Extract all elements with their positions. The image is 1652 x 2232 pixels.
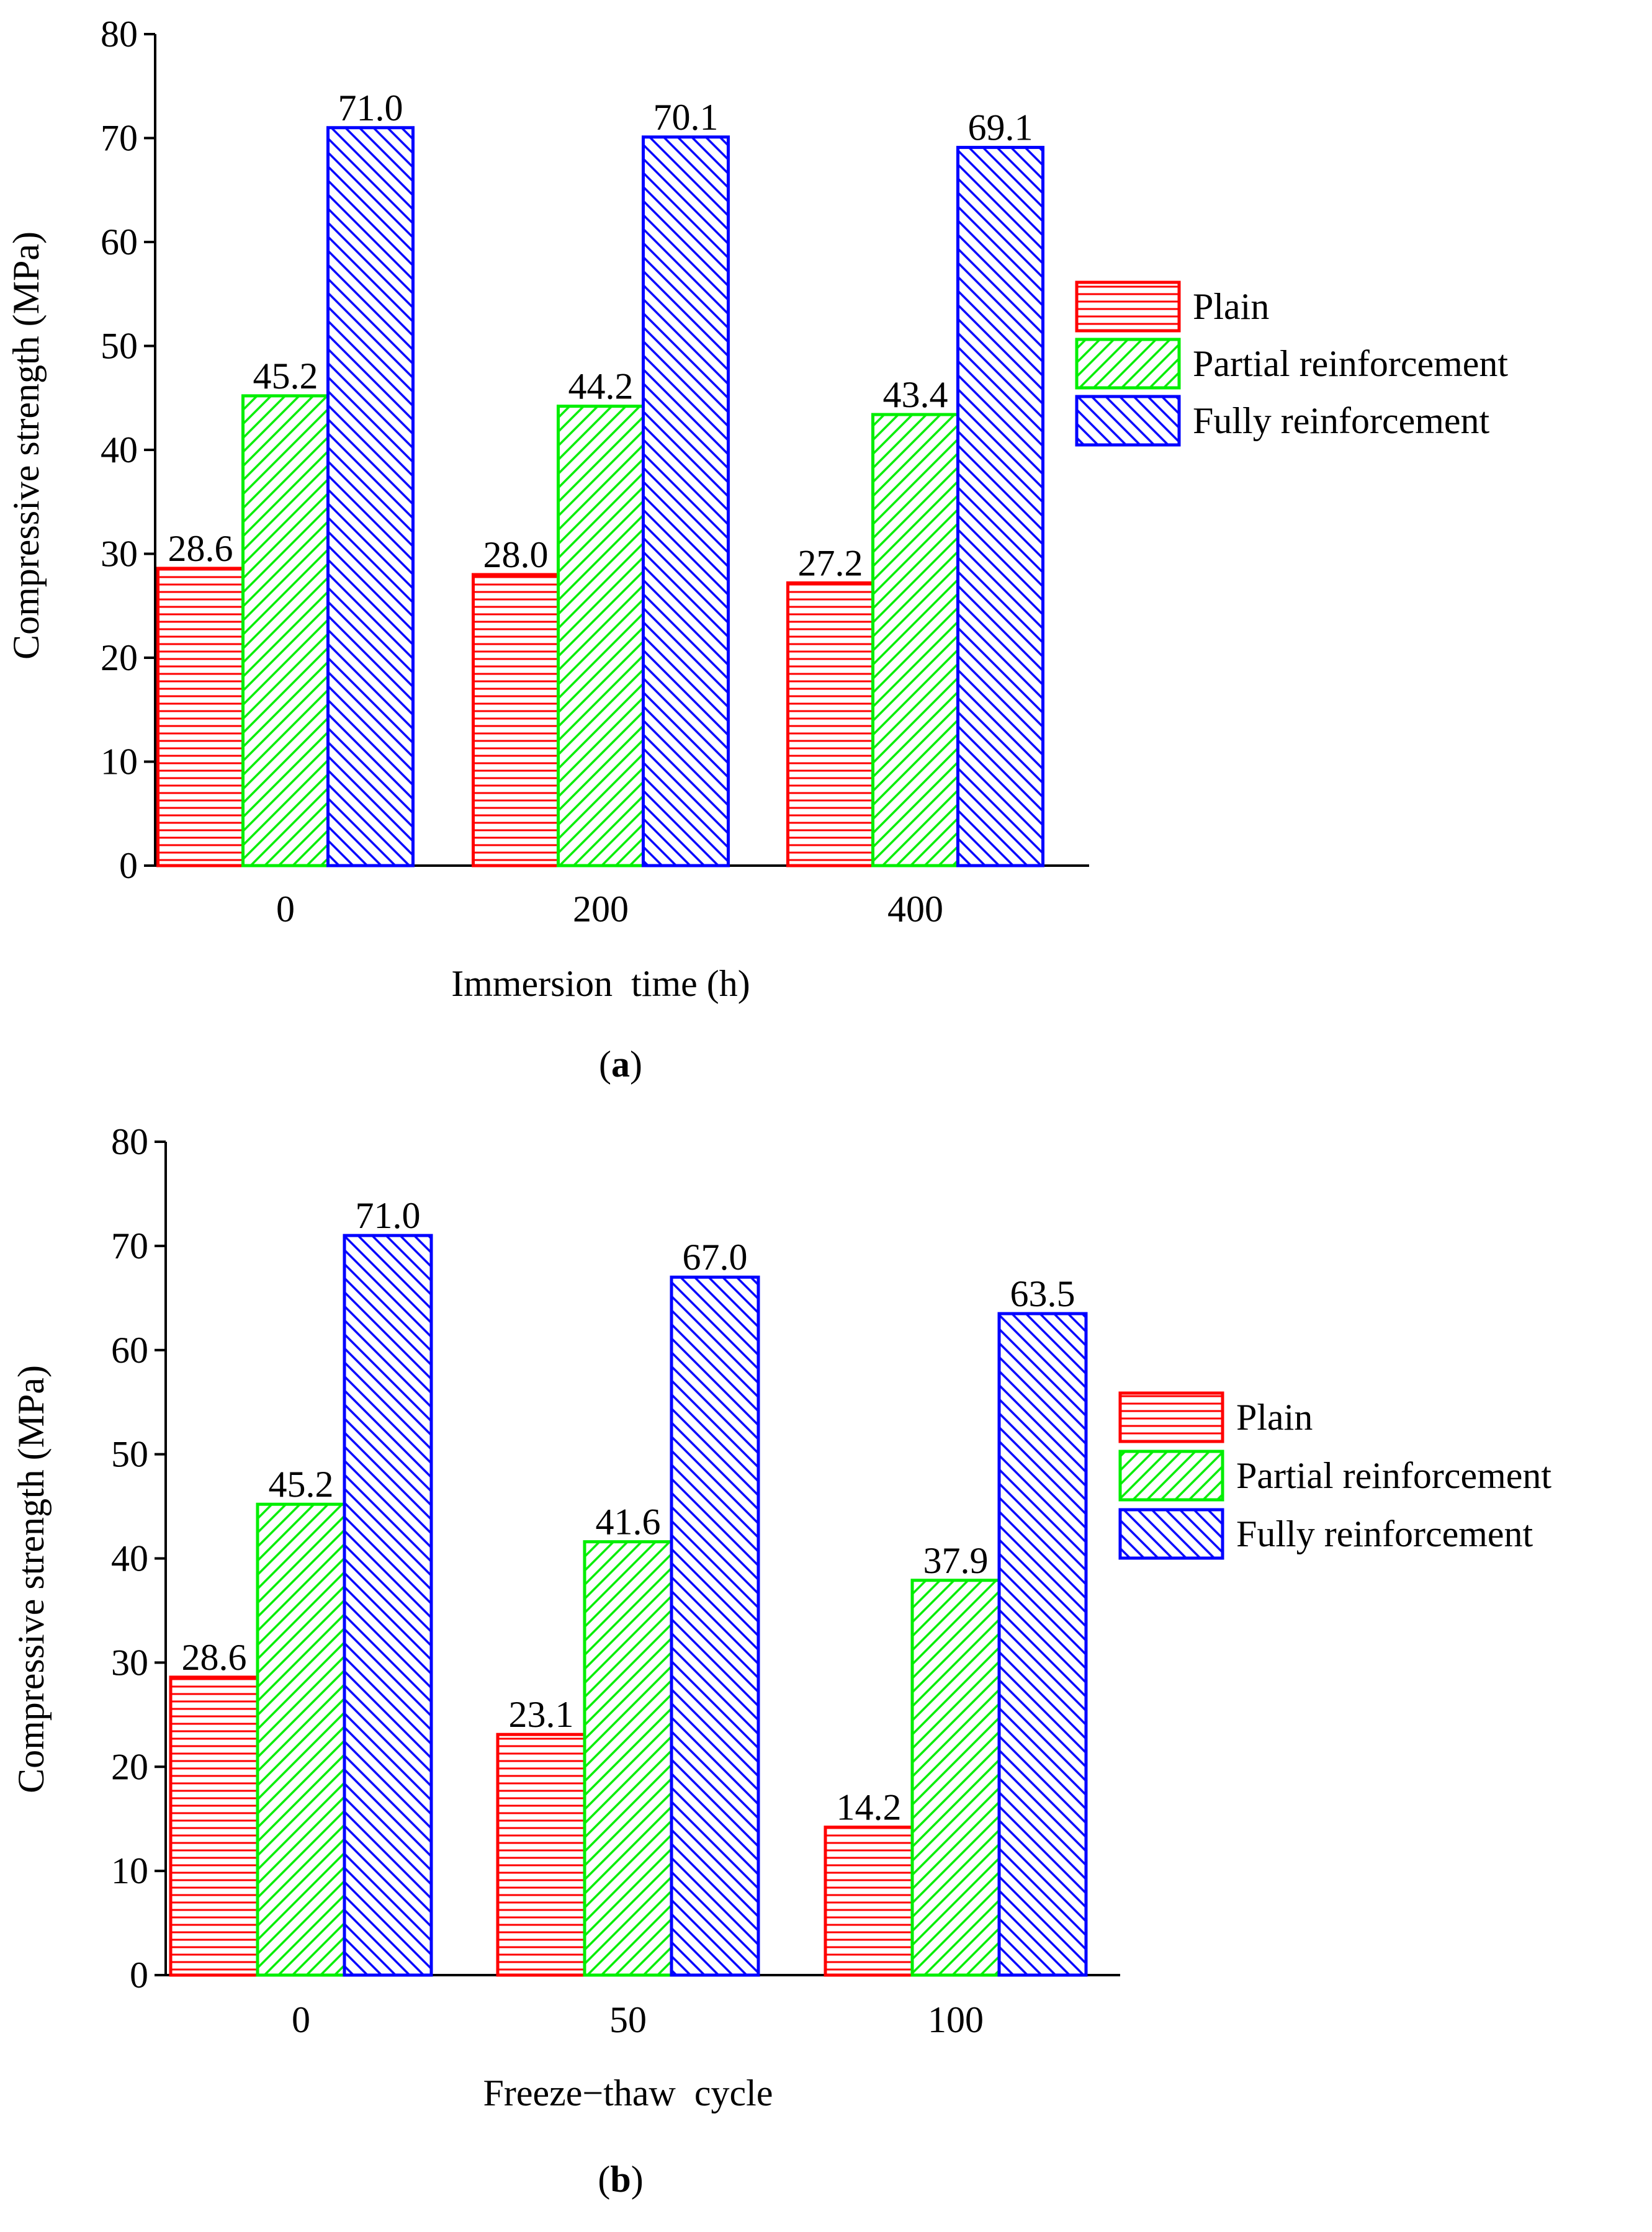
legend-label-plain: Plain (1193, 286, 1269, 327)
bar-partial (583, 1540, 673, 1977)
data-label-partial: 45.2 (253, 356, 318, 397)
legend-swatch-partial (1075, 338, 1181, 390)
y-tick-label: 70 (111, 1226, 148, 1266)
bar-plain (156, 567, 245, 867)
panel-b-letter: b (610, 2159, 631, 2200)
panel-b-legend: Plain Partial reinforcement Fully reinforc… (1118, 1391, 1551, 1560)
y-tick-label: 80 (111, 1121, 148, 1162)
bar-partial (871, 413, 959, 867)
data-label-plain: 28.0 (483, 534, 549, 575)
y-tick-label: 60 (101, 222, 138, 262)
y-tick-label: 40 (111, 1538, 148, 1579)
legend-label-partial: Partial reinforcement (1193, 343, 1508, 384)
bar-fully (956, 146, 1044, 867)
bar-fully (343, 1234, 433, 1977)
y-tick-label: 70 (101, 118, 138, 159)
y-tick-label: 0 (130, 1955, 148, 1996)
panel-a-axes: 0 10 20 30 40 50 60 70 80 0 200 400 (101, 14, 1089, 930)
panel-a: Compressive strength (MPa) 0 10 20 30 40 50 60… (6, 14, 1508, 1085)
data-label-fully: 63.5 (1010, 1273, 1075, 1314)
y-tick-label: 60 (111, 1330, 148, 1371)
panel-a-bars (156, 126, 1044, 867)
data-label-fully: 69.1 (968, 107, 1033, 148)
bar-partial (557, 405, 645, 867)
panel-b-xlabel: Freeze−thaw cycle (483, 2073, 773, 2113)
data-label-fully: 71.0 (338, 87, 403, 128)
data-label-partial: 45.2 (269, 1464, 334, 1505)
data-label-plain: 28.6 (182, 1637, 247, 1678)
panel-a-letter: a (611, 1044, 630, 1085)
bar-plain (824, 1826, 914, 1977)
legend-swatch-fully (1075, 395, 1181, 447)
panel-a-legend: Plain Partial reinforcement Fully reinforc… (1075, 280, 1508, 447)
bar-fully (642, 135, 730, 867)
y-tick-label: 40 (101, 429, 138, 470)
legend-swatch-plain (1118, 1391, 1224, 1443)
bar-plain (472, 573, 560, 867)
data-label-partial: 43.4 (883, 374, 948, 415)
legend-label-plain: Plain (1236, 1397, 1313, 1438)
panel-b-caption: (b) (598, 2159, 643, 2200)
panel-b-ylabel: Compressive strength (MPa) (11, 1365, 52, 1793)
y-tick-label: 50 (101, 326, 138, 367)
bar-plain (496, 1732, 586, 1977)
panel-a-xlabel: Immersion time (h) (451, 963, 750, 1004)
legend-label-fully: Fully reinforcement (1193, 400, 1490, 441)
x-tick-label: 50 (609, 1999, 647, 2040)
data-label-partial: 41.6 (596, 1502, 661, 1543)
bar-fully (670, 1275, 760, 1977)
bar-partial (241, 394, 330, 867)
x-tick-label: 0 (276, 889, 295, 930)
bar-partial (910, 1579, 1001, 1977)
bar-fully (326, 126, 415, 867)
y-tick-label: 0 (119, 845, 138, 886)
bar-fully (997, 1312, 1088, 1977)
data-label-plain: 28.6 (168, 528, 233, 569)
y-tick-label: 10 (111, 1850, 148, 1891)
y-tick-label: 50 (111, 1434, 148, 1475)
data-label-partial: 44.2 (568, 366, 634, 407)
data-label-plain: 27.2 (798, 542, 863, 583)
x-tick-label: 0 (292, 1999, 310, 2040)
data-label-fully: 71.0 (356, 1195, 421, 1236)
y-tick-label: 30 (101, 534, 138, 575)
y-tick-label: 20 (101, 637, 138, 678)
panel-b-data-labels: 28.6 23.1 14.2 45.2 41.6 37.9 71.0 67.0 63.5 (182, 1195, 1075, 1828)
legend-swatch-partial (1118, 1450, 1224, 1502)
bar-plain (169, 1675, 259, 1977)
legend-swatch-plain (1075, 280, 1181, 333)
panel-b: Compressive strength (MPa) 0 10 20 30 40 50 60… (11, 1121, 1551, 2200)
legend-swatch-fully (1118, 1508, 1224, 1560)
data-label-partial: 37.9 (923, 1540, 989, 1581)
x-tick-label: 200 (573, 889, 629, 930)
y-tick-label: 80 (101, 14, 138, 55)
bar-partial (256, 1502, 346, 1977)
data-label-plain: 23.1 (509, 1694, 574, 1735)
panel-a-data-labels: 28.6 28.0 27.2 45.2 44.2 43.4 71.0 70.1 69.1 (168, 87, 1033, 584)
panel-b-bars (169, 1234, 1088, 1977)
y-tick-label: 20 (111, 1746, 148, 1787)
panel-a-ylabel: Compressive strength (MPa) (6, 231, 47, 660)
data-label-fully: 67.0 (683, 1237, 748, 1278)
data-label-plain: 14.2 (837, 1787, 902, 1828)
y-tick-label: 10 (101, 742, 138, 782)
data-label-fully: 70.1 (653, 97, 719, 138)
legend-label-fully: Fully reinforcement (1236, 1513, 1533, 1554)
y-tick-label: 30 (111, 1642, 148, 1683)
bar-plain (786, 581, 874, 867)
x-tick-label: 400 (887, 889, 943, 930)
legend-label-partial: Partial reinforcement (1236, 1455, 1551, 1496)
panel-a-caption: (a) (599, 1044, 642, 1085)
x-tick-label: 100 (928, 1999, 984, 2040)
